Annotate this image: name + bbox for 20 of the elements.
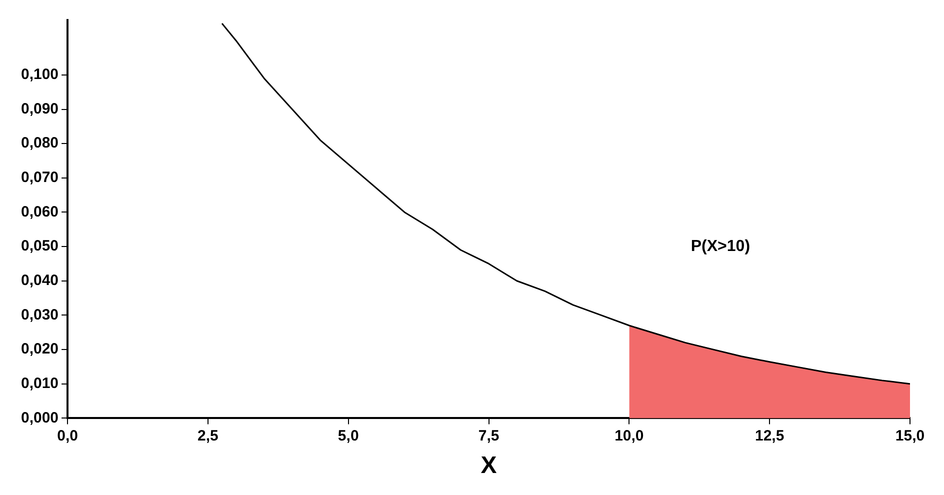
y-tick-label: 0,090 [20, 100, 59, 118]
y-tick-label: 0,040 [20, 272, 59, 290]
x-tick-label: 0,0 [57, 427, 78, 444]
y-tick-label: 0,050 [20, 238, 59, 255]
y-tick-label: 0,020 [20, 340, 59, 358]
y-tick-label: 0,030 [20, 306, 59, 324]
y-tick-label: 0,080 [20, 134, 59, 152]
y-tick-label: 0,060 [20, 203, 59, 220]
y-tick-label: 0,000 [20, 409, 59, 426]
x-tick-label: 2,5 [198, 427, 218, 444]
x-tick-label: 15,0 [895, 427, 925, 444]
x-tick-label: 7,5 [478, 427, 500, 444]
x-tick-label: 5,0 [338, 427, 359, 444]
annotation: P(X>10) [690, 238, 750, 255]
y-tick-label: 0,100 [20, 66, 59, 84]
x-tick-label: 10,0 [614, 427, 644, 444]
x-tick-label: 12,5 [754, 427, 784, 444]
y-tick-label: 0,070 [20, 169, 59, 186]
y-tick-label: 0,010 [20, 375, 59, 392]
x-axis-title: X [480, 452, 497, 480]
